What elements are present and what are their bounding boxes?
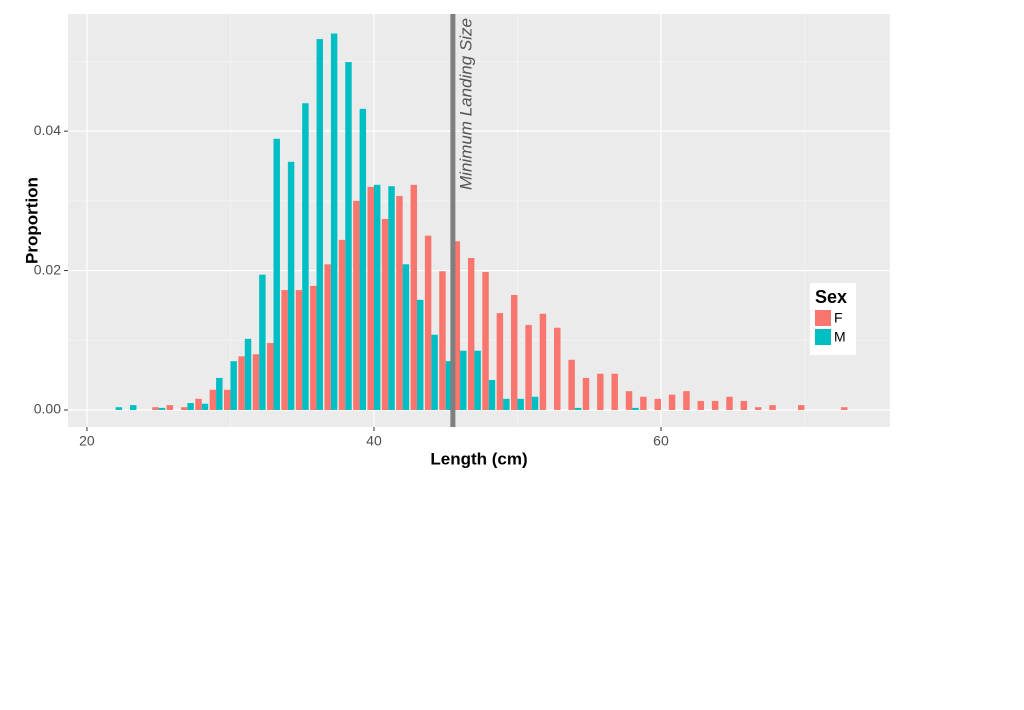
bar	[115, 407, 123, 410]
bar	[396, 195, 403, 410]
bar	[798, 405, 805, 410]
bar	[410, 184, 418, 410]
bar	[180, 407, 188, 410]
bar	[295, 290, 303, 410]
x-axis-label: Length (cm)	[430, 449, 527, 468]
bar	[531, 396, 539, 410]
reference-label: Minimum Landing Size	[456, 18, 475, 190]
bar	[431, 334, 438, 410]
bar	[417, 299, 424, 410]
bar	[574, 407, 582, 410]
bar	[539, 313, 547, 410]
bar	[460, 350, 467, 410]
bar	[230, 361, 237, 410]
y-tick-label: 0.00	[34, 401, 61, 417]
bar	[267, 343, 274, 410]
bar	[517, 398, 524, 410]
x-tick-label: 20	[79, 433, 95, 449]
bar	[424, 235, 432, 410]
bar	[711, 400, 719, 410]
bar	[402, 264, 410, 410]
bar	[632, 407, 639, 410]
legend-swatch	[815, 310, 831, 326]
y-tick-label: 0.02	[34, 261, 61, 277]
bar	[316, 39, 324, 410]
bar	[467, 258, 475, 410]
bar	[129, 405, 137, 410]
bar	[388, 186, 395, 410]
bar	[367, 186, 374, 410]
bar	[503, 398, 510, 410]
bar	[611, 373, 618, 410]
bar	[482, 271, 489, 410]
bar	[373, 184, 381, 410]
bar	[496, 313, 504, 410]
bar	[554, 327, 561, 410]
bar	[152, 407, 159, 410]
bar	[158, 407, 166, 410]
bar	[668, 394, 676, 410]
bar	[582, 377, 590, 410]
bar	[597, 373, 604, 410]
bar	[252, 354, 260, 410]
legend-label: F	[834, 310, 843, 326]
bar	[640, 396, 647, 410]
bar	[474, 350, 481, 410]
bar	[244, 338, 252, 410]
bar	[511, 294, 518, 410]
x-tick-label: 40	[366, 433, 382, 449]
bar	[302, 103, 309, 410]
bar	[287, 161, 295, 410]
bar	[439, 271, 446, 410]
bar	[726, 396, 733, 410]
x-tick-label: 60	[653, 433, 669, 449]
bar	[281, 290, 288, 410]
bar	[654, 398, 661, 410]
bar	[754, 407, 762, 410]
bar	[338, 239, 346, 410]
bar	[209, 389, 217, 410]
bar	[273, 138, 280, 410]
bar	[238, 356, 245, 410]
bar	[381, 218, 389, 410]
bar	[769, 405, 776, 410]
bar	[359, 108, 367, 410]
bar	[310, 285, 317, 410]
bar	[330, 33, 338, 410]
bar	[740, 400, 748, 410]
bar	[324, 264, 331, 410]
bar	[568, 359, 575, 410]
y-tick-label: 0.04	[34, 122, 61, 138]
bar	[841, 407, 848, 410]
bar	[445, 361, 453, 410]
bar	[453, 241, 461, 410]
bar	[353, 200, 360, 410]
bar	[625, 391, 633, 410]
bar	[223, 389, 231, 410]
bar	[488, 380, 496, 410]
bar	[259, 274, 266, 410]
bar	[683, 391, 690, 410]
bar	[187, 403, 194, 410]
bar	[166, 405, 174, 410]
bar	[216, 377, 223, 410]
bar	[697, 400, 705, 410]
bar	[195, 398, 202, 410]
y-axis-label: Proportion	[22, 177, 41, 264]
legend-title: Sex	[815, 287, 847, 307]
bar	[345, 62, 352, 410]
bar	[525, 324, 532, 410]
legend-swatch	[815, 329, 831, 345]
legend-label: M	[834, 329, 846, 345]
bar	[201, 403, 209, 410]
